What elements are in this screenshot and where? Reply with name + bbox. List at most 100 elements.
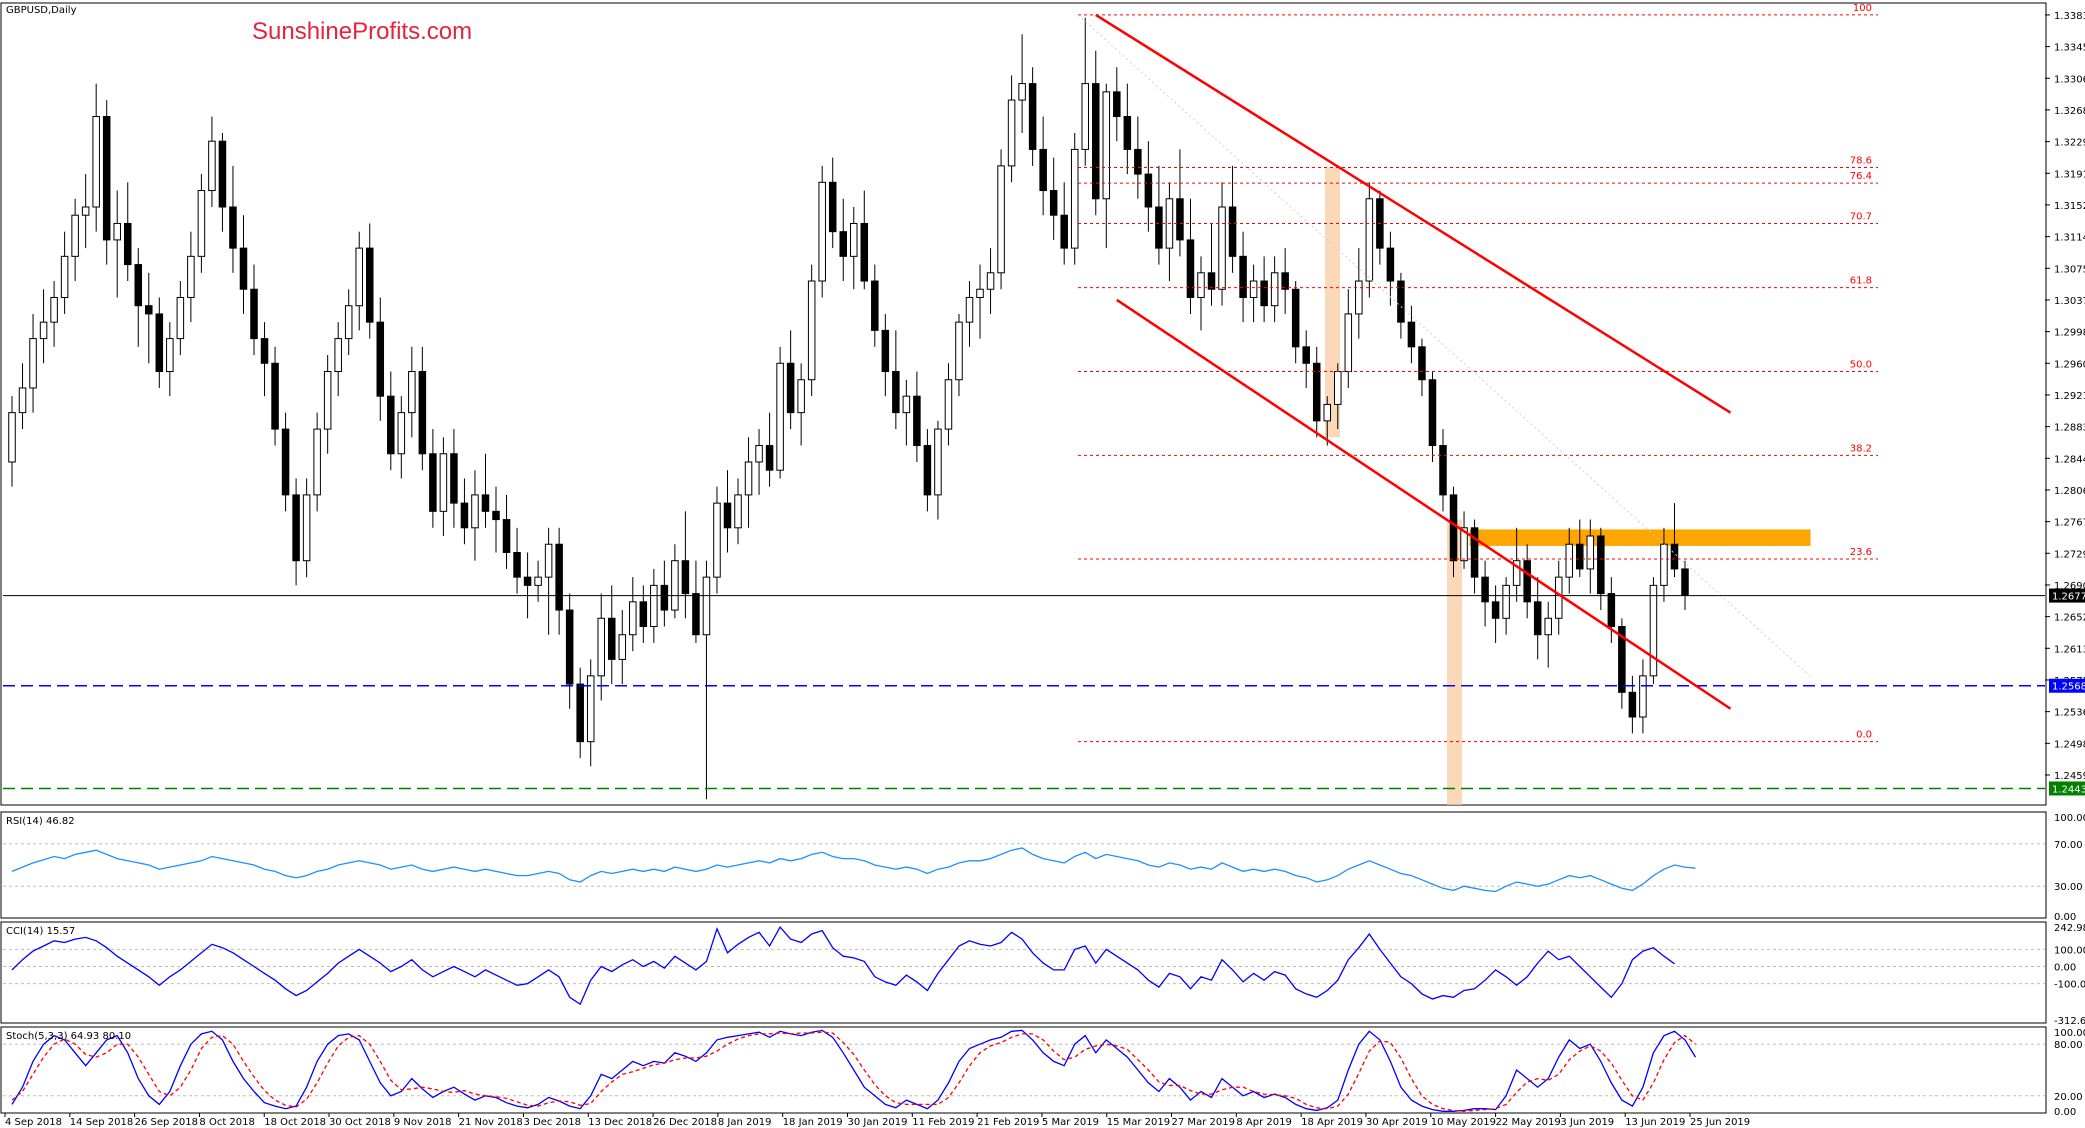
candle-body bbox=[281, 428, 290, 496]
date-tick-label: 10 May 2019 bbox=[1431, 1117, 1496, 1128]
candle-body bbox=[1355, 280, 1363, 315]
stoch-tick-label: 20.00 bbox=[2054, 1092, 2083, 1103]
candle-body bbox=[681, 560, 690, 595]
candle-body bbox=[1186, 239, 1195, 298]
candle-body bbox=[1607, 593, 1616, 628]
candle-body bbox=[597, 617, 605, 677]
candle-body bbox=[934, 428, 942, 496]
date-tick-label: 30 Oct 2018 bbox=[329, 1117, 391, 1128]
fib-label: 78.6 bbox=[1850, 156, 1872, 167]
date-tick-label: 30 Jan 2019 bbox=[848, 1117, 908, 1128]
stoch-tick-label: 80.00 bbox=[2054, 1040, 2083, 1051]
candle-body bbox=[471, 494, 479, 529]
date-tick-label: 18 Oct 2018 bbox=[264, 1117, 326, 1128]
candle-body bbox=[50, 296, 58, 323]
candle-body bbox=[734, 494, 742, 529]
green-level-badge-bg bbox=[2049, 781, 2085, 796]
candle-body bbox=[797, 379, 805, 414]
price-overlays bbox=[1325, 167, 1811, 805]
candle-body bbox=[18, 387, 27, 414]
candle-body bbox=[271, 362, 279, 430]
rsi-panel-title: RSI(14) 46.82 bbox=[6, 816, 75, 827]
candle-body bbox=[8, 412, 16, 463]
price-tick-label: 1.31910 bbox=[2054, 169, 2085, 180]
date-tick-label: 18 Jan 2019 bbox=[783, 1117, 843, 1128]
date-tick-label: 26 Dec 2018 bbox=[653, 1117, 717, 1128]
candle-body bbox=[166, 338, 174, 373]
candle-body bbox=[1291, 288, 1300, 348]
candle-body bbox=[513, 551, 521, 578]
date-tick-label: 9 Nov 2018 bbox=[394, 1117, 452, 1128]
candle-body bbox=[1365, 198, 1374, 282]
candle-body bbox=[1270, 272, 1279, 307]
candle-body bbox=[586, 675, 595, 743]
candle-body bbox=[1491, 601, 1500, 619]
candle-body bbox=[450, 453, 458, 504]
panel-frame-rsi bbox=[0, 811, 2047, 919]
candle-body bbox=[565, 609, 574, 685]
date-tick-label: 18 Apr 2019 bbox=[1301, 1117, 1363, 1128]
price-tick-label: 1.33450 bbox=[2054, 43, 2085, 54]
price-tick-label: 1.31140 bbox=[2054, 233, 2085, 244]
candle-body bbox=[660, 584, 669, 611]
candle-body bbox=[1428, 379, 1437, 447]
fib-label: 38.2 bbox=[1850, 443, 1872, 454]
candle-body bbox=[1481, 576, 1489, 603]
candle-body bbox=[145, 305, 153, 315]
candle-body bbox=[102, 116, 111, 241]
candle-body bbox=[313, 428, 321, 496]
price-tick-label: 1.30755 bbox=[2054, 264, 2085, 275]
candle-body bbox=[1197, 272, 1205, 298]
price-panel-title: GBPUSD,Daily bbox=[6, 5, 77, 16]
candle-body bbox=[1681, 568, 1689, 596]
price-tick-label: 1.24595 bbox=[2054, 771, 2085, 782]
candle-body bbox=[1470, 527, 1479, 578]
price-lines: 100 78.6 76.4 70.7 61.8 50.0 38.2 23.6 0.0 bbox=[3, 3, 2045, 790]
candle-body bbox=[344, 305, 353, 340]
date-tick-label: 8 Oct 2018 bbox=[199, 1117, 254, 1128]
candle-body bbox=[1449, 494, 1458, 562]
stoch-tick-label: 100.00 bbox=[2054, 1028, 2085, 1039]
candle-body bbox=[702, 576, 711, 636]
candle-body bbox=[1007, 99, 1016, 167]
candle-body bbox=[1176, 198, 1184, 241]
date-tick-label: 27 Mar 2019 bbox=[1172, 1117, 1235, 1128]
candle-body bbox=[755, 445, 763, 463]
candle-body bbox=[123, 222, 132, 266]
candle-body bbox=[1386, 247, 1395, 282]
candle-body bbox=[1123, 116, 1132, 150]
candle-body bbox=[849, 222, 858, 257]
panel-frame-sto bbox=[0, 1026, 2047, 1114]
candle-body bbox=[1281, 272, 1289, 290]
candle-body bbox=[671, 560, 679, 611]
candle-body bbox=[1512, 560, 1521, 586]
candle-body bbox=[1618, 626, 1626, 693]
candle-body bbox=[976, 288, 984, 298]
candle-body bbox=[944, 379, 953, 430]
candle-body bbox=[1039, 148, 1047, 192]
candle-body bbox=[555, 543, 563, 611]
candle-body bbox=[765, 445, 774, 471]
price-tick-label: 1.30370 bbox=[2054, 296, 2085, 307]
price-tick-label: 1.32680 bbox=[2054, 106, 2085, 117]
candle-body bbox=[839, 231, 848, 257]
panel-frame-price bbox=[0, 2, 2047, 806]
price-tick-label: 1.28060 bbox=[2054, 486, 2085, 497]
candle-body bbox=[1102, 91, 1111, 200]
candle-body bbox=[786, 362, 795, 414]
candle-body bbox=[955, 321, 963, 381]
candle-body bbox=[534, 576, 542, 586]
candle-body bbox=[260, 338, 269, 364]
cci-tick-label: 100.00 bbox=[2054, 945, 2085, 956]
date-tick-label: 26 Sep 2018 bbox=[135, 1117, 198, 1128]
candle-body bbox=[723, 502, 732, 529]
candle-body bbox=[134, 264, 143, 307]
candle-body bbox=[776, 362, 784, 471]
trend-guide bbox=[1077, 14, 1811, 677]
candle-body bbox=[1155, 206, 1163, 249]
candle-body bbox=[39, 321, 48, 340]
candle-body bbox=[1092, 83, 1100, 200]
candle-body bbox=[208, 140, 216, 192]
